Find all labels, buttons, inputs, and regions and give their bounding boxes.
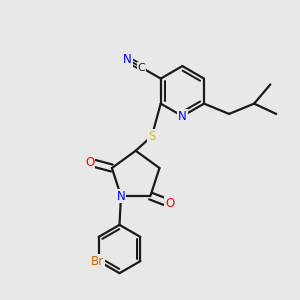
Text: N: N (123, 53, 132, 66)
Text: N: N (117, 190, 125, 202)
Text: C: C (138, 63, 146, 73)
Text: O: O (165, 197, 174, 210)
Text: N: N (178, 110, 187, 123)
Text: Br: Br (91, 255, 104, 268)
Text: O: O (85, 156, 94, 169)
Text: S: S (148, 130, 156, 142)
